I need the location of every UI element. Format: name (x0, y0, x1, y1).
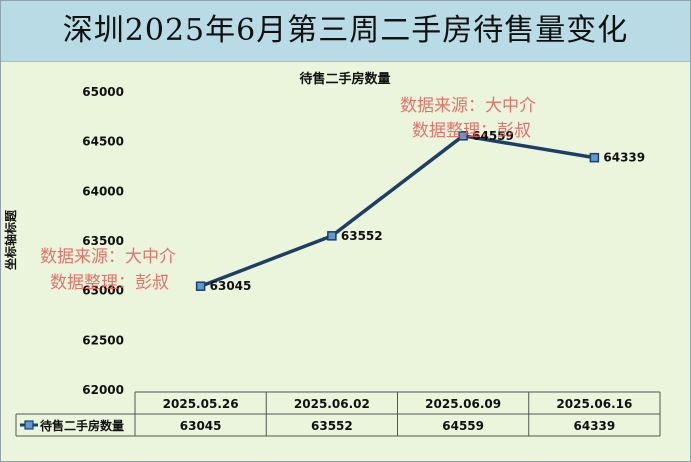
legend-label: 待售二手房数量 (40, 418, 124, 433)
watermark-top: 数据来源：大中介 数据整理：彭叔 (400, 96, 536, 141)
data-label: 63045 (210, 279, 252, 293)
data-point (327, 231, 337, 241)
watermark-author: 数据整理：彭叔 (50, 273, 169, 293)
x-tick-label: 2025.05.26 (163, 397, 239, 411)
data-point (589, 152, 600, 163)
y-tick-label: 63500 (82, 234, 124, 248)
data-point (195, 281, 206, 291)
data-label: 64559 (472, 129, 514, 143)
series-line (199, 134, 595, 288)
title-bar: 深圳2025年6月第三周二手房待售量变化 (1, 1, 690, 62)
series-layer: 63045 63552 64559 64339 (195, 129, 645, 293)
y-tick-label: 65000 (82, 85, 124, 99)
page-title: 深圳2025年6月第三周二手房待售量变化 (62, 13, 629, 48)
data-label: 63552 (341, 229, 383, 243)
y-tick-label: 64500 (82, 135, 124, 149)
y-axis: 62000 62500 63000 63500 64000 64500 65000 (82, 85, 124, 397)
table-value: 64339 (574, 419, 616, 433)
x-tick-label: 2025.06.09 (425, 397, 501, 411)
table-value: 63552 (311, 419, 353, 433)
y-tick-label: 64000 (82, 184, 124, 198)
y-tick-label: 63000 (82, 284, 124, 298)
table-value: 64559 (442, 419, 484, 433)
table-value: 63045 (180, 419, 222, 433)
data-label: 64339 (603, 151, 645, 165)
legend-marker (24, 420, 34, 430)
watermark-left: 数据来源：大中介 数据整理：彭叔 (40, 247, 176, 293)
y-tick-label: 62000 (82, 383, 124, 397)
data-point (458, 131, 468, 141)
x-tick-label: 2025.06.02 (294, 397, 370, 411)
watermark-source: 数据来源：大中介 (40, 247, 176, 267)
y-tick-label: 62500 (82, 333, 124, 347)
x-tick-label: 2025.06.16 (556, 397, 632, 411)
watermark-source: 数据来源：大中介 (400, 96, 536, 116)
y-axis-title: 坐标轴标题 (3, 209, 18, 270)
data-table: 2025.05.26 2025.06.02 2025.06.09 2025.06.16… (15, 391, 661, 437)
watermark-author: 数据整理：彭叔 (412, 121, 531, 141)
chart-title: 待售二手房数量 (298, 71, 390, 87)
